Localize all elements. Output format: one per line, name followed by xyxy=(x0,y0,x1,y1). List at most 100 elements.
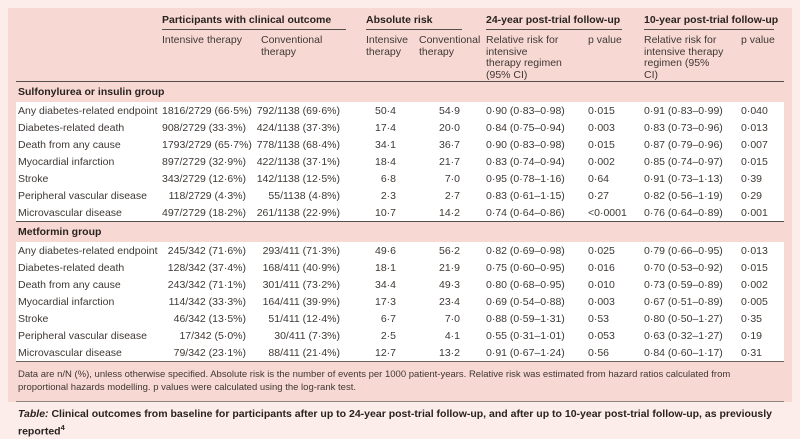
value-cell: 50·4 xyxy=(374,104,396,117)
table-row: Myocardial infarction 897/2729 (32·9%) 422… xyxy=(16,153,784,170)
value-cell: 0·002 xyxy=(741,278,768,291)
value-cell: 34·1 xyxy=(374,138,396,151)
value-cell: 20·0 xyxy=(438,121,460,134)
value-cell: 0·39 xyxy=(741,172,763,185)
column-group-header: 10-year post-trial follow-up xyxy=(632,12,784,30)
column-header-spacer xyxy=(16,30,162,82)
value-cell: 21·9 xyxy=(438,261,460,274)
table-row: Any diabetes-related endpoint 245/342 (71… xyxy=(16,242,784,259)
value-cell: 422/1138 (37·1%) xyxy=(256,155,340,168)
outcome-label: Peripheral vascular disease xyxy=(18,329,147,342)
outcome-label: Microvascular disease xyxy=(16,344,162,362)
value-cell: 164/411 (39·9%) xyxy=(262,295,340,308)
column-header: Intensive therapy xyxy=(366,34,409,58)
value-cell: 0·27 xyxy=(588,189,610,202)
column-header: Conventional therapy xyxy=(261,34,323,58)
table-row: Death from any cause 243/342 (71·1%) 301/4… xyxy=(16,276,784,293)
table-body: Sulfonylurea or insulin group Any diabete… xyxy=(16,81,784,362)
value-cell: 17·3 xyxy=(374,295,396,308)
column-group-label: Absolute risk xyxy=(366,14,462,30)
value-cell: 18·4 xyxy=(374,155,396,168)
value-cell: 30/411 (7·3%) xyxy=(274,329,340,342)
value-cell: 51/411 (12·4%) xyxy=(268,312,340,325)
value-cell: 0·82 (0·69–0·98) xyxy=(486,244,565,257)
group-header: Metformin group xyxy=(16,221,784,242)
table-row: Diabetes-related death 908/2729 (33·3%) 42… xyxy=(16,119,784,136)
value-cell: 7·0 xyxy=(444,172,460,185)
value-cell: 0·53 xyxy=(588,312,610,325)
outcome-label: Peripheral vascular disease xyxy=(18,189,147,202)
value-cell: 0·84 (0·60–1·17) xyxy=(632,344,732,362)
table-head: Participants with clinical outcome Absolu… xyxy=(16,12,784,82)
value-cell: 243/342 (71·1%) xyxy=(167,278,246,291)
value-cell: 0·002 xyxy=(588,155,615,168)
value-cell: 908/2729 (33·3%) xyxy=(162,121,247,134)
value-cell: 0·90 (0·83–0·98) xyxy=(486,138,565,151)
value-cell: 21·7 xyxy=(438,155,460,168)
outcome-label: Diabetes-related death xyxy=(18,261,125,274)
value-cell: 46/342 (13·5%) xyxy=(173,312,246,325)
value-cell: 0·19 xyxy=(741,329,763,342)
value-cell: 168/411 (40·9%) xyxy=(262,261,340,274)
value-cell: 88/411 (21·4%) xyxy=(254,344,356,362)
table-row: Stroke 343/2729 (12·6%) 142/1138 (12·5%) 6·… xyxy=(16,170,784,187)
value-cell: 0·83 (0·73–0·96) xyxy=(644,121,723,134)
value-cell: 49·3 xyxy=(438,278,460,291)
table-row: Microvascular disease 79/342 (23·1%) 88/41… xyxy=(16,344,784,362)
value-cell: 0·29 xyxy=(741,189,763,202)
outcome-label: Myocardial infarction xyxy=(18,155,115,168)
value-cell: 0·003 xyxy=(588,121,615,134)
value-cell: 0·025 xyxy=(588,244,615,257)
outcome-label: Myocardial infarction xyxy=(18,295,115,308)
value-cell: 2·7 xyxy=(444,189,460,202)
value-cell: 0·015 xyxy=(588,138,615,151)
value-cell: 792/1138 (69·6%) xyxy=(256,104,340,117)
table-row: Peripheral vascular disease 118/2729 (4·3… xyxy=(16,187,784,204)
value-cell: 0·007 xyxy=(741,138,768,151)
value-cell: 128/342 (37·4%) xyxy=(167,261,246,274)
value-cell: 49·6 xyxy=(374,244,396,257)
value-cell: 0·69 (0·54–0·88) xyxy=(486,295,565,308)
table-row: Peripheral vascular disease 17/342 (5·0%)… xyxy=(16,327,784,344)
value-cell: 0·70 (0·53–0·92) xyxy=(644,261,723,274)
value-cell: 0·91 (0·73–1·13) xyxy=(644,172,723,185)
group-band-row: Metformin group xyxy=(16,221,784,242)
value-cell: 0·67 (0·51–0·89) xyxy=(644,295,723,308)
value-cell: 7·0 xyxy=(444,312,460,325)
value-cell: 245/342 (71·6%) xyxy=(167,244,246,257)
value-cell: 12·7 xyxy=(356,344,408,362)
outcome-label: Diabetes-related death xyxy=(18,121,125,134)
caption-reference: 4 xyxy=(60,423,65,432)
value-cell: 17·4 xyxy=(374,121,396,134)
caption-text: Clinical outcomes from baseline for part… xyxy=(18,408,772,438)
value-cell: 0·55 (0·31–1·01) xyxy=(486,329,565,342)
value-cell: 142/1138 (12·5%) xyxy=(256,172,340,185)
column-header: p value xyxy=(741,34,775,46)
table-row: Stroke 46/342 (13·5%) 51/411 (12·4%) 6·7 7·0… xyxy=(16,310,784,327)
value-cell: 0·76 (0·64–0·89) xyxy=(644,206,723,219)
clinical-outcomes-table: Participants with clinical outcome Absolu… xyxy=(16,12,784,362)
value-cell: 0·016 xyxy=(588,261,615,274)
value-cell: 0·85 (0·74–0·97) xyxy=(644,155,723,168)
value-cell: 0·91 (0·67–1·24) xyxy=(472,344,574,362)
value-cell: 0·87 (0·79–0·96) xyxy=(644,138,723,151)
outcome-label: Death from any cause xyxy=(18,138,121,151)
value-cell: 0·75 (0·60–0·95) xyxy=(486,261,565,274)
group-header: Sulfonylurea or insulin group xyxy=(16,81,784,102)
column-group-header: 24-year post-trial follow-up xyxy=(472,12,632,30)
value-cell: 897/2729 (32·9%) xyxy=(162,155,247,168)
value-cell: 0·83 (0·61–1·15) xyxy=(486,189,565,202)
value-cell: 4·1 xyxy=(444,329,460,342)
column-group-header: Absolute risk xyxy=(356,12,472,30)
value-cell: 1793/2729 (65·7%) xyxy=(162,138,252,151)
table-row: Death from any cause 1793/2729 (65·7%) 778… xyxy=(16,136,784,153)
column-header: Intensive therapy xyxy=(162,34,242,46)
value-cell: 0·91 (0·83–0·99) xyxy=(644,104,723,117)
value-cell: 36·7 xyxy=(438,138,460,151)
value-cell: 79/342 (23·1%) xyxy=(162,344,254,362)
value-cell: 0·015 xyxy=(741,261,768,274)
table-footnote: Data are n/N (%), unless otherwise speci… xyxy=(18,369,731,393)
value-cell: 343/2729 (12·6%) xyxy=(162,172,247,185)
caption-divider xyxy=(16,401,784,402)
table-row: Myocardial infarction 114/342 (33·3%) 164/… xyxy=(16,293,784,310)
